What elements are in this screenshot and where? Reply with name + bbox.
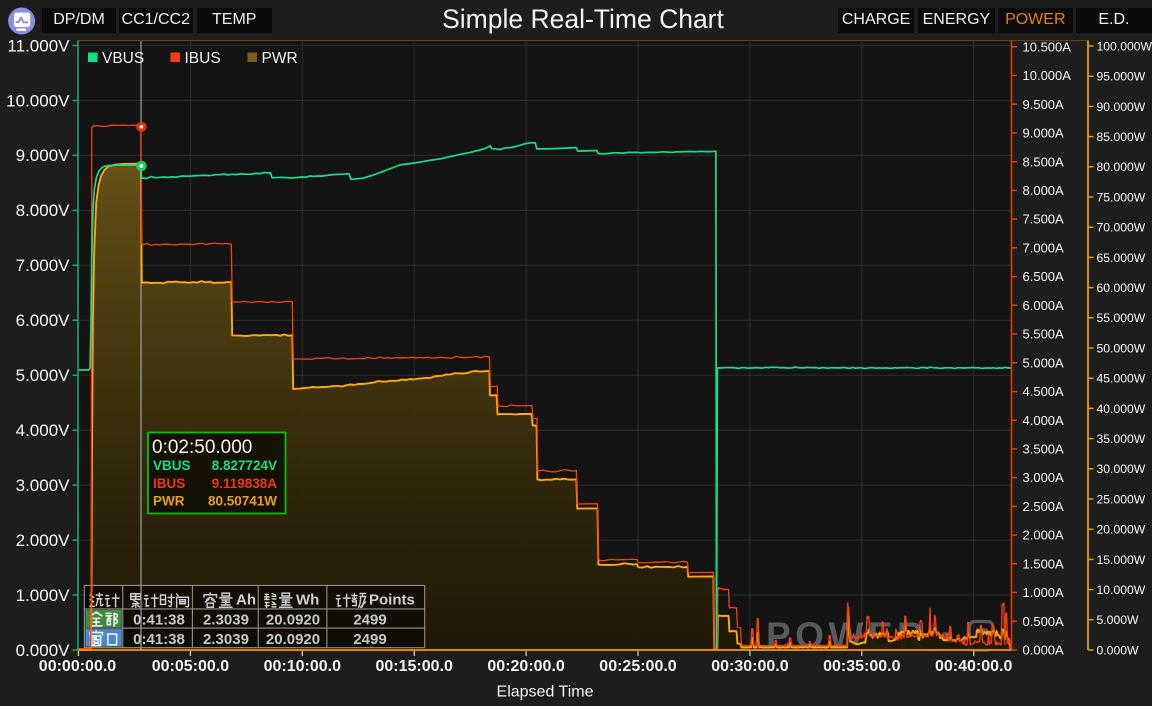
svg-text:9.119838A: 9.119838A bbox=[212, 476, 278, 491]
svg-text:4.000A: 4.000A bbox=[1023, 413, 1065, 428]
svg-text:3.500A: 3.500A bbox=[1023, 442, 1065, 457]
svg-text:2.500A: 2.500A bbox=[1023, 499, 1065, 514]
svg-text:10.000W: 10.000W bbox=[1097, 583, 1146, 597]
svg-text:90.000W: 90.000W bbox=[1097, 100, 1146, 114]
svg-text:Elapsed Time: Elapsed Time bbox=[497, 684, 594, 701]
svg-text:1.500A: 1.500A bbox=[1023, 556, 1065, 571]
svg-text:9.500A: 9.500A bbox=[1023, 97, 1065, 112]
svg-text:10.000V: 10.000V bbox=[6, 91, 70, 110]
svg-text:95.000W: 95.000W bbox=[1097, 70, 1146, 84]
svg-text:1.000V: 1.000V bbox=[16, 586, 71, 605]
svg-text:7.500A: 7.500A bbox=[1023, 212, 1065, 227]
svg-text:65.000W: 65.000W bbox=[1097, 251, 1146, 265]
svg-text:2499: 2499 bbox=[353, 612, 386, 629]
svg-text:00:30:00.0: 00:30:00.0 bbox=[711, 658, 788, 675]
svg-text:50.000W: 50.000W bbox=[1097, 341, 1146, 355]
svg-text:100.000W: 100.000W bbox=[1097, 39, 1152, 53]
svg-text:70.000W: 70.000W bbox=[1097, 221, 1146, 235]
svg-text:3.000V: 3.000V bbox=[16, 476, 71, 495]
svg-text:40.000W: 40.000W bbox=[1097, 402, 1146, 416]
svg-text:Ah: Ah bbox=[236, 592, 256, 609]
svg-text:6.000V: 6.000V bbox=[16, 311, 71, 330]
svg-text:4.000V: 4.000V bbox=[16, 421, 71, 440]
svg-text:00:20:00.0: 00:20:00.0 bbox=[487, 658, 564, 675]
svg-text:VBUS: VBUS bbox=[153, 458, 191, 473]
svg-text:2.3039: 2.3039 bbox=[203, 612, 249, 629]
svg-text:7.000A: 7.000A bbox=[1023, 240, 1065, 255]
svg-text:8.000V: 8.000V bbox=[16, 201, 71, 220]
svg-text:Wh: Wh bbox=[296, 592, 319, 609]
svg-text:0.000A: 0.000A bbox=[1023, 643, 1065, 658]
svg-text:25.000W: 25.000W bbox=[1097, 492, 1146, 506]
svg-text:45.000W: 45.000W bbox=[1097, 372, 1146, 386]
svg-text:5.000A: 5.000A bbox=[1023, 355, 1065, 370]
svg-text:00:35:00.0: 00:35:00.0 bbox=[823, 658, 900, 675]
svg-text:9.000V: 9.000V bbox=[16, 146, 71, 165]
svg-text:0.000W: 0.000W bbox=[1097, 643, 1139, 657]
svg-text:20.0920: 20.0920 bbox=[266, 631, 320, 648]
svg-text:2.000V: 2.000V bbox=[16, 531, 71, 550]
svg-text:6.500A: 6.500A bbox=[1023, 269, 1065, 284]
svg-text:IBUS: IBUS bbox=[185, 50, 221, 67]
svg-text:6.000A: 6.000A bbox=[1023, 298, 1065, 313]
svg-text:IBUS: IBUS bbox=[153, 476, 185, 491]
svg-text:00:10:00.0: 00:10:00.0 bbox=[264, 658, 341, 675]
svg-text:8.827724V: 8.827724V bbox=[212, 458, 277, 473]
svg-text:3.000A: 3.000A bbox=[1023, 470, 1065, 485]
svg-text:0.000V: 0.000V bbox=[16, 641, 71, 660]
svg-text:7.000V: 7.000V bbox=[16, 256, 71, 275]
svg-text:0.500A: 0.500A bbox=[1023, 614, 1065, 629]
svg-text:00:25:00.0: 00:25:00.0 bbox=[599, 658, 676, 675]
svg-text:VBUS: VBUS bbox=[102, 50, 144, 67]
svg-text:5.000W: 5.000W bbox=[1097, 613, 1139, 627]
svg-text:8.500A: 8.500A bbox=[1023, 154, 1065, 169]
svg-text:0:02:50.000: 0:02:50.000 bbox=[152, 437, 252, 458]
svg-text:5.000V: 5.000V bbox=[16, 366, 71, 385]
svg-text:30.000W: 30.000W bbox=[1097, 462, 1146, 476]
svg-text:35.000W: 35.000W bbox=[1097, 432, 1146, 446]
svg-text:10.500A: 10.500A bbox=[1023, 39, 1072, 54]
svg-text:80.50741W: 80.50741W bbox=[208, 494, 277, 509]
svg-text:PWR: PWR bbox=[262, 50, 298, 67]
svg-text:2.3039: 2.3039 bbox=[203, 631, 249, 648]
svg-text:00:40:00.0: 00:40:00.0 bbox=[935, 658, 1012, 675]
svg-text:00:05:00.0: 00:05:00.0 bbox=[152, 658, 229, 675]
svg-text:55.000W: 55.000W bbox=[1097, 311, 1146, 325]
svg-text:8.000A: 8.000A bbox=[1023, 183, 1065, 198]
svg-text:20.0920: 20.0920 bbox=[266, 612, 320, 629]
svg-text:10.000A: 10.000A bbox=[1023, 68, 1072, 83]
svg-text:85.000W: 85.000W bbox=[1097, 130, 1146, 144]
svg-text:4.500A: 4.500A bbox=[1023, 384, 1065, 399]
svg-text:20.000W: 20.000W bbox=[1097, 523, 1146, 537]
svg-text:Points: Points bbox=[369, 592, 415, 609]
svg-text:1.000A: 1.000A bbox=[1023, 585, 1065, 600]
svg-text:9.000A: 9.000A bbox=[1023, 126, 1065, 141]
svg-text:15.000W: 15.000W bbox=[1097, 553, 1146, 567]
svg-text:00:15:00.0: 00:15:00.0 bbox=[376, 658, 453, 675]
svg-text:PWR: PWR bbox=[153, 494, 185, 509]
svg-text:5.500A: 5.500A bbox=[1023, 327, 1065, 342]
svg-text:80.000W: 80.000W bbox=[1097, 160, 1146, 174]
svg-text:2.000A: 2.000A bbox=[1023, 528, 1065, 543]
svg-text:2499: 2499 bbox=[353, 631, 386, 648]
svg-text:60.000W: 60.000W bbox=[1097, 281, 1146, 295]
svg-text:75.000W: 75.000W bbox=[1097, 190, 1146, 204]
svg-text:00:00:00.0: 00:00:00.0 bbox=[39, 658, 116, 675]
